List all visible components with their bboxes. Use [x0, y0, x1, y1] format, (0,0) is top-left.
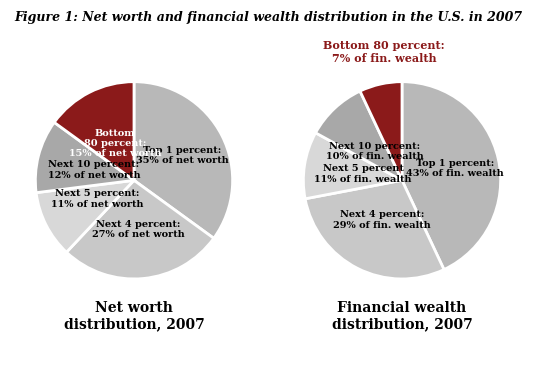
Wedge shape	[35, 122, 134, 193]
Text: Next 10 percent:
12% of net worth: Next 10 percent: 12% of net worth	[48, 160, 140, 180]
Text: Figure 1: Net worth and financial wealth distribution in the U.S. in 2007: Figure 1: Net worth and financial wealth…	[14, 11, 522, 24]
Text: Next 5 percent
11% of fin. wealth: Next 5 percent 11% of fin. wealth	[314, 164, 412, 184]
Wedge shape	[66, 180, 214, 279]
Wedge shape	[360, 82, 402, 180]
Wedge shape	[134, 82, 233, 238]
Text: Top 1 percent:
43% of fin. wealth: Top 1 percent: 43% of fin. wealth	[406, 159, 504, 178]
Wedge shape	[402, 82, 501, 269]
Text: Bottom 80 percent:
7% of fin. wealth: Bottom 80 percent: 7% of fin. wealth	[323, 40, 445, 64]
Text: Next 10 percent:
10% of fin. wealth: Next 10 percent: 10% of fin. wealth	[326, 142, 424, 161]
Wedge shape	[305, 180, 444, 279]
Wedge shape	[54, 82, 134, 180]
Text: Next 4 percent:
29% of fin. wealth: Next 4 percent: 29% of fin. wealth	[333, 210, 431, 230]
Wedge shape	[303, 133, 402, 199]
Text: Financial wealth
distribution, 2007: Financial wealth distribution, 2007	[332, 301, 472, 331]
Text: Top 1 percent:
35% of net worth: Top 1 percent: 35% of net worth	[136, 146, 229, 165]
Wedge shape	[36, 180, 134, 252]
Text: Next 4 percent:
27% of net worth: Next 4 percent: 27% of net worth	[92, 220, 185, 239]
Text: Bottom
80 percent:
15% of net worth: Bottom 80 percent: 15% of net worth	[69, 128, 161, 158]
Wedge shape	[316, 91, 402, 180]
Text: Next 5 percent:
11% of net worth: Next 5 percent: 11% of net worth	[51, 190, 143, 209]
Text: Net worth
distribution, 2007: Net worth distribution, 2007	[64, 301, 204, 331]
